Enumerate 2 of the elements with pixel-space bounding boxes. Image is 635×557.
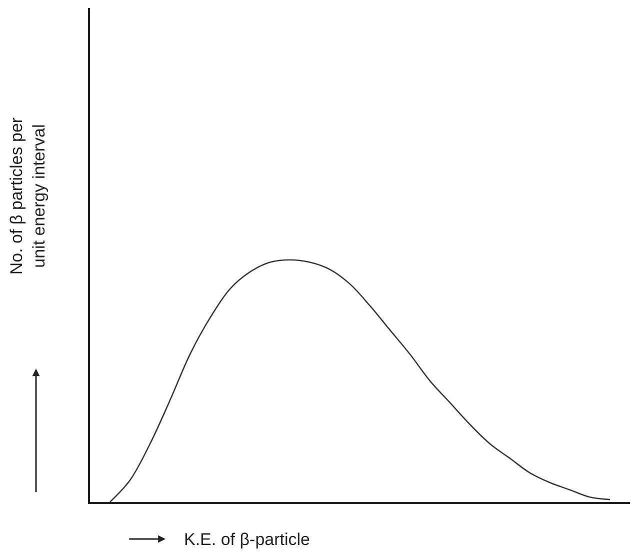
y-axis-title: No. of β particles per unit energy interval <box>7 117 48 275</box>
x-axis-title: K.E. of β-particle <box>184 530 310 549</box>
